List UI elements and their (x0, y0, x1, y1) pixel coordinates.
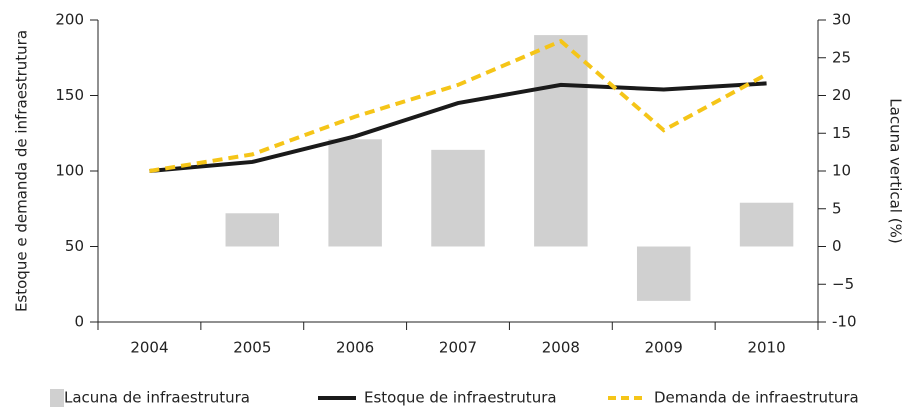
legend-label: Estoque de infraestrutura (364, 389, 557, 407)
y-axis-label: Estoque e demanda de infraestrutura (13, 30, 31, 312)
legend-label: Demanda de infraestrutura (654, 389, 859, 407)
bar (636, 246, 691, 301)
x-tick-label: 2009 (645, 339, 683, 357)
y-tick-label: 50 (65, 237, 84, 255)
bar (225, 213, 280, 247)
y2-tick-label: 20 (832, 86, 851, 104)
y2-tick-label: 10 (832, 162, 851, 180)
bar (431, 149, 485, 247)
y-tick-label: 150 (55, 86, 84, 104)
y2-tick-label: -10 (832, 313, 857, 331)
bar (739, 202, 794, 247)
x-tick-label: 2004 (130, 339, 168, 357)
legend-label: Lacuna de infraestrutura (64, 389, 250, 407)
x-tick-label: 2005 (233, 339, 271, 357)
x-tick-label: 2006 (336, 339, 374, 357)
y-tick-label: 0 (74, 313, 84, 331)
y2-tick-label: 30 (832, 11, 851, 29)
x-tick-label: 2010 (747, 339, 785, 357)
line (149, 81, 767, 173)
legend-swatch (50, 389, 64, 407)
y2-tick-label: −5 (832, 275, 854, 293)
y2-tick-label: 0 (832, 237, 842, 255)
y2-tick-label: 25 (832, 48, 851, 66)
y-tick-label: 100 (55, 162, 84, 180)
y-tick-label: 200 (55, 11, 84, 29)
bar (534, 35, 588, 247)
x-tick-label: 2007 (439, 339, 477, 357)
x-tick-label: 2008 (542, 339, 580, 357)
bar (328, 139, 382, 247)
y2-axis-label: Lacuna vertical (%) (887, 98, 905, 243)
y2-tick-label: 5 (832, 199, 842, 217)
line (149, 38, 768, 173)
y2-tick-label: 15 (832, 124, 851, 142)
